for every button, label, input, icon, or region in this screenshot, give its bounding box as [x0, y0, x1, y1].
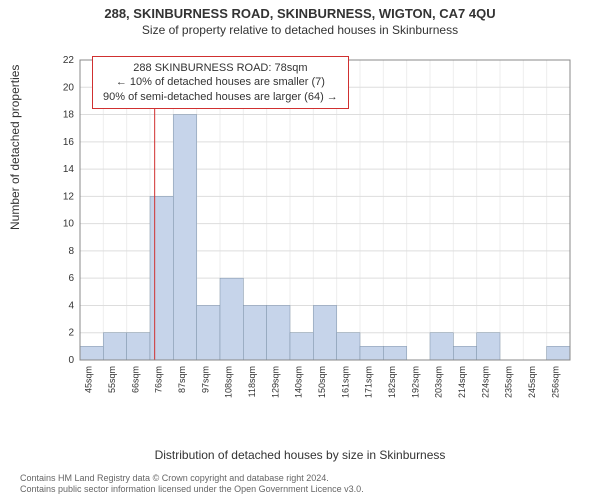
svg-text:4: 4: [68, 300, 74, 311]
footer-line-1: Contains HM Land Registry data © Crown c…: [20, 473, 364, 485]
svg-text:203sqm: 203sqm: [434, 366, 444, 398]
y-axis-label: Number of detached properties: [8, 65, 22, 230]
svg-text:22: 22: [63, 55, 75, 66]
svg-text:6: 6: [68, 273, 74, 284]
svg-text:192sqm: 192sqm: [410, 366, 420, 398]
svg-text:66sqm: 66sqm: [130, 366, 140, 393]
svg-text:55sqm: 55sqm: [107, 366, 117, 393]
svg-text:129sqm: 129sqm: [270, 366, 280, 398]
svg-text:16: 16: [63, 137, 75, 148]
svg-text:8: 8: [68, 246, 74, 257]
svg-text:18: 18: [63, 110, 75, 121]
x-axis-label: Distribution of detached houses by size …: [0, 448, 600, 462]
footer-line-2: Contains public sector information licen…: [20, 484, 364, 496]
svg-text:171sqm: 171sqm: [364, 366, 374, 398]
svg-text:76sqm: 76sqm: [154, 366, 164, 393]
svg-text:150sqm: 150sqm: [317, 366, 327, 398]
svg-text:97sqm: 97sqm: [200, 366, 210, 393]
svg-text:161sqm: 161sqm: [340, 366, 350, 398]
svg-text:182sqm: 182sqm: [387, 366, 397, 398]
footer-text: Contains HM Land Registry data © Crown c…: [20, 473, 364, 496]
annotation-line-3: 90% of semi-detached houses are larger (…: [103, 90, 338, 104]
svg-text:118sqm: 118sqm: [247, 366, 257, 397]
svg-text:14: 14: [63, 164, 75, 175]
chart-title-main: 288, SKINBURNESS ROAD, SKINBURNESS, WIGT…: [0, 0, 600, 21]
svg-text:245sqm: 245sqm: [527, 366, 537, 398]
svg-text:0: 0: [68, 355, 74, 366]
svg-text:256sqm: 256sqm: [550, 366, 560, 398]
svg-text:12: 12: [63, 191, 75, 202]
svg-text:214sqm: 214sqm: [457, 366, 467, 398]
svg-text:235sqm: 235sqm: [504, 366, 514, 398]
svg-text:2: 2: [68, 328, 74, 339]
svg-text:10: 10: [63, 219, 75, 230]
annotation-line-1: 288 SKINBURNESS ROAD: 78sqm: [103, 61, 338, 75]
svg-text:108sqm: 108sqm: [224, 366, 234, 398]
svg-text:45sqm: 45sqm: [84, 366, 94, 393]
svg-text:224sqm: 224sqm: [480, 366, 490, 398]
annotation-box: 288 SKINBURNESS ROAD: 78sqm ← 10% of det…: [92, 56, 349, 109]
svg-text:87sqm: 87sqm: [177, 366, 187, 393]
chart-title-sub: Size of property relative to detached ho…: [0, 21, 600, 37]
svg-text:20: 20: [63, 82, 75, 93]
svg-text:140sqm: 140sqm: [294, 366, 304, 398]
annotation-line-2: ← 10% of detached houses are smaller (7): [103, 75, 338, 89]
